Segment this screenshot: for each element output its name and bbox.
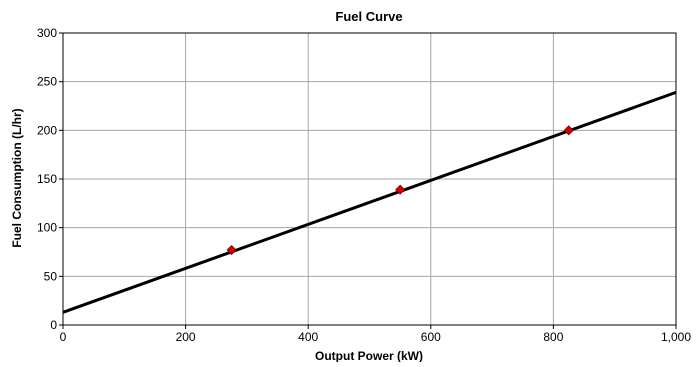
grid-lines xyxy=(63,33,676,325)
data-point-marker xyxy=(395,184,406,195)
x-tick-label: 1,000 xyxy=(661,330,691,344)
data-point-marker xyxy=(226,244,237,256)
x-axis-ticks: 0 200 400 600 800 1,000 xyxy=(60,325,691,344)
x-tick-label: 400 xyxy=(298,330,318,344)
y-tick-label: 250 xyxy=(37,75,57,89)
y-tick-label: 0 xyxy=(50,318,57,332)
x-tick-label: 800 xyxy=(543,330,563,344)
y-tick-label: 50 xyxy=(44,269,58,283)
x-tick-label: 200 xyxy=(176,330,196,344)
x-tick-label: 600 xyxy=(421,330,441,344)
chart-title: Fuel Curve xyxy=(335,9,402,24)
y-tick-label: 200 xyxy=(37,123,57,137)
data-point-marker xyxy=(563,125,574,136)
series-layer xyxy=(62,90,677,314)
y-tick-label: 100 xyxy=(37,221,57,235)
x-axis-title: Output Power (kW) xyxy=(315,349,423,362)
y-axis-ticks: 0 50 100 150 200 250 300 xyxy=(37,26,63,332)
y-tick-label: 300 xyxy=(37,26,57,40)
x-tick-label: 0 xyxy=(60,330,67,344)
fuel-curve-line xyxy=(62,90,677,314)
y-axis-title: Fuel Consumption (L/hr) xyxy=(10,108,24,247)
y-tick-label: 150 xyxy=(37,172,57,186)
